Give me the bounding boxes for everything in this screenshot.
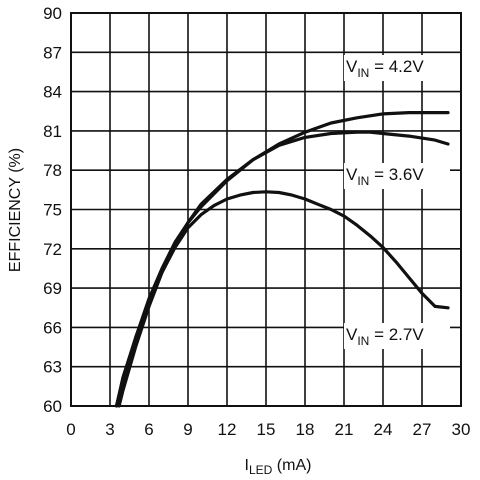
series-label-rest: = 3.6V [369, 165, 424, 184]
x-tick-label: 0 [66, 420, 75, 439]
series-line [114, 110, 450, 408]
x-tick-label: 15 [257, 420, 276, 439]
y-tick-label: 69 [43, 279, 62, 298]
y-tick-label: 84 [43, 83, 62, 102]
x-tick-labels: 0 3 6 9 12 15 18 21 24 27 30 [66, 420, 470, 439]
x-tick-label: 3 [105, 420, 114, 439]
y-tick-label: 90 [43, 4, 62, 23]
x-tick-label: 18 [296, 420, 315, 439]
series-line [114, 190, 450, 408]
x-axis-label: ILED (mA) [245, 457, 312, 477]
series-label-background [344, 323, 450, 349]
x-axis-label-main: I [245, 457, 249, 474]
y-tick-label: 60 [43, 397, 62, 416]
x-tick-label: 27 [413, 420, 432, 439]
y-tick-label: 66 [43, 318, 62, 337]
series-label-sub: IN [357, 174, 369, 188]
series-label-main: V [346, 165, 358, 184]
series-layer [114, 110, 450, 408]
series-label-main: V [346, 57, 358, 76]
x-tick-label: 9 [183, 420, 192, 439]
y-tick-label: 63 [43, 358, 62, 377]
y-axis-label: EFFICIENCY (%) [7, 148, 24, 272]
y-tick-label: 78 [43, 161, 62, 180]
x-axis-label-sub: LED [249, 463, 273, 477]
x-tick-label: 12 [218, 420, 237, 439]
y-tick-label: 75 [43, 201, 62, 220]
series-label-sub: IN [357, 334, 369, 348]
x-tick-label: 21 [335, 420, 354, 439]
x-tick-label: 6 [144, 420, 153, 439]
series-label-sub: IN [357, 66, 369, 80]
series-line [117, 130, 450, 408]
series-label-rest: = 4.2V [369, 57, 424, 76]
series-label: VIN = 2.7V [346, 325, 424, 348]
x-axis-label-unit: (mA) [272, 457, 311, 474]
x-tick-label: 24 [374, 420, 393, 439]
grid [71, 13, 461, 406]
series-label: VIN = 4.2V [346, 57, 424, 80]
y-tick-label: 72 [43, 240, 62, 259]
y-tick-label: 81 [43, 122, 62, 141]
y-tick-labels: 60 63 66 69 72 75 78 81 84 87 90 [43, 4, 62, 416]
y-tick-label: 87 [43, 43, 62, 62]
series-label-background [344, 55, 450, 81]
series-label-main: V [346, 325, 358, 344]
plot-frame [70, 12, 462, 407]
x-tick-label: 30 [452, 420, 471, 439]
series-label: VIN = 3.6V [346, 165, 424, 188]
series-label-background [344, 163, 450, 189]
series-label-rest: = 2.7V [369, 325, 424, 344]
